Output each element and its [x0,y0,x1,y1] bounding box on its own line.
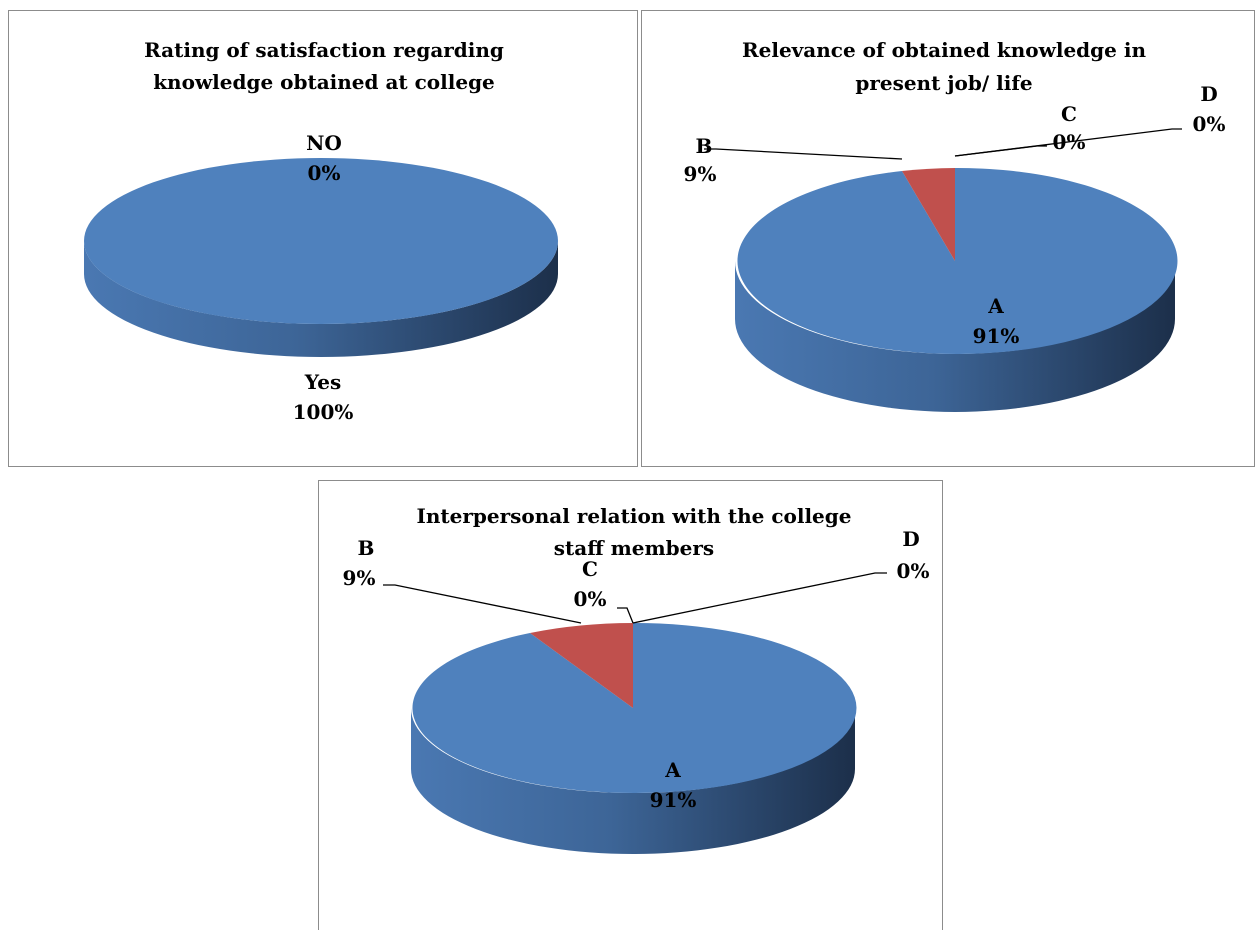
slice-value-a: 91% [973,324,1020,348]
slice-value-d: 0% [897,559,930,583]
slice-value-b: 9% [343,566,376,590]
pie-chart-satisfaction: Rating of satisfaction regarding knowled… [84,38,558,424]
pie-chart-relevance: Relevance of obtained knowledge in prese… [684,38,1226,412]
chart-title-line-1: Relevance of obtained knowledge in [742,38,1146,62]
pie-slice-a [412,622,857,793]
chart-title-line-1: Rating of satisfaction regarding [144,38,504,62]
pie-slice-b [902,168,955,261]
slice-value-yes: 100% [293,400,354,424]
slice-value-b: 9% [684,162,717,186]
pie-side-yes [84,241,558,357]
slice-label-yes: Yes [304,370,342,394]
leader-line-c [617,607,634,624]
slice-value-a: 91% [650,788,697,812]
leader-line-b [383,584,582,624]
slice-label-b: B [696,134,713,158]
slice-label-d: D [1200,82,1217,106]
slice-value-d: 0% [1193,112,1226,136]
slice-label-a: A [987,294,1004,318]
pie-side-a [735,261,1175,412]
chart-title-line-2: present job/ life [855,71,1032,95]
slice-label-no: NO [306,131,342,155]
chart-title-line-2: staff members [554,536,714,560]
pie-slice-yes [84,158,558,324]
leader-line-b [704,148,903,160]
slice-value-c: 0% [574,587,607,611]
slice-label-a: A [664,758,681,782]
chart-title-line-1: Interpersonal relation with the college [417,504,852,528]
slice-label-d: D [902,527,919,551]
slice-label-c: C [582,557,598,581]
pie-slice-a [737,167,1178,354]
pie-chart-interpersonal: Interpersonal relation with the college … [343,504,930,854]
pie-side-a [411,708,855,854]
slice-value-c: 0% [1053,130,1086,154]
chart-panel-satisfaction: Rating of satisfaction regarding knowled… [8,10,638,467]
chart-panel-relevance: Relevance of obtained knowledge in prese… [641,10,1255,467]
slice-label-b: B [358,536,375,560]
pie-slice-b [530,623,633,708]
chart-title-line-2: knowledge obtained at college [153,70,495,94]
slice-label-c: C [1061,102,1077,126]
leader-line-d [954,128,1182,157]
chart-panel-interpersonal: Interpersonal relation with the college … [318,480,943,930]
leader-line-d [632,572,887,624]
slice-value-no: 0% [308,161,341,185]
